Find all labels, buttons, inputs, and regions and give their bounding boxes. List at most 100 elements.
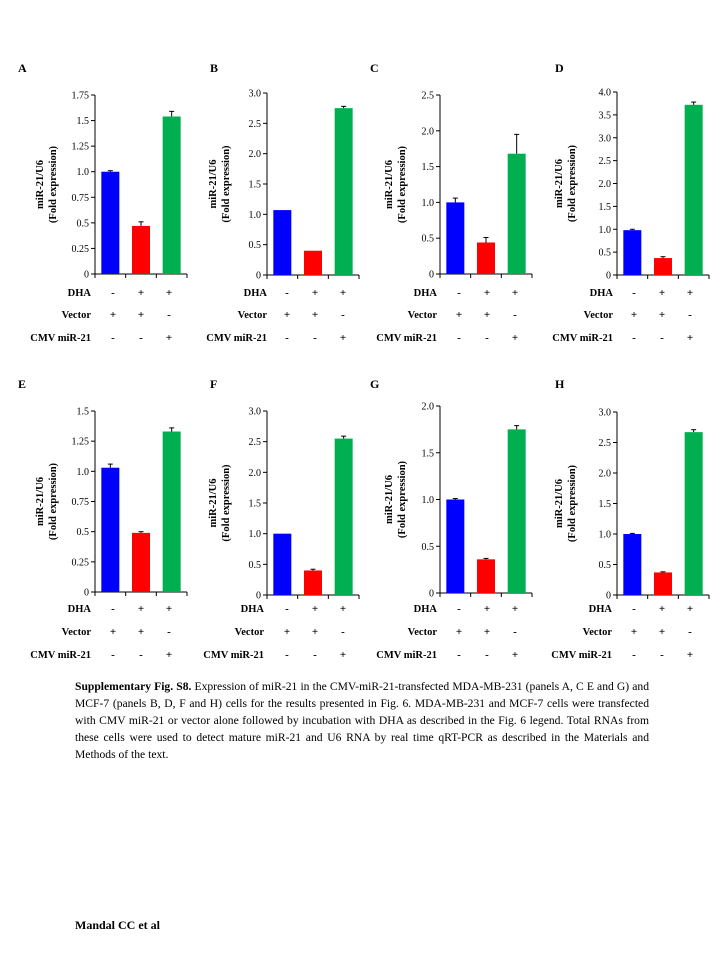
panel-h-row-label: Vector (583, 627, 613, 638)
panel-c-y-tick-label: 0.5 (422, 234, 435, 245)
panel-h-row-mark: - (660, 649, 664, 661)
panel-c-y-tick-label: 1.0 (422, 198, 435, 209)
panel-h-y-tick-label: 1.5 (599, 499, 612, 510)
panel-h-row-mark: + (659, 626, 665, 638)
panel-a-y-tick-label: 0.75 (72, 193, 90, 204)
panel-e-row-label: Vector (62, 627, 92, 638)
panel-b-y-tick-label: 0.5 (249, 240, 262, 251)
panel-f-row-mark: - (341, 626, 345, 638)
panel-c-bar-2 (477, 242, 495, 274)
panel-h-row-mark: - (632, 603, 636, 615)
panel-f-row-mark: - (285, 649, 289, 661)
panel-b-bar-3 (334, 108, 353, 276)
panel-d-bar-2 (654, 258, 672, 275)
panel-g-bar-3 (507, 429, 526, 593)
panel-b-bar-2 (304, 250, 322, 275)
panel-f-y-tick-label: 1.5 (249, 499, 262, 510)
panel-h-y-tick-label: 3.0 (599, 408, 612, 419)
panel-a-bar-1 (101, 171, 120, 274)
panel-c-bar-1 (446, 202, 465, 274)
panel-f-y-tick-label: 1.0 (249, 529, 262, 540)
panel-b-row-mark: - (341, 309, 345, 321)
panel-a-bar-2 (132, 225, 150, 274)
panel-a-y-tick-label: 0 (84, 270, 89, 281)
panel-g-row-label: Vector (408, 627, 438, 638)
panel-b-y-tick-label: 2.5 (249, 119, 262, 130)
panel-e-letter: E (18, 377, 26, 391)
panel-g-y-tick-label: 0 (429, 589, 434, 600)
panel-d-bar-1 (623, 230, 642, 275)
panel-f-y-tick-label: 0.5 (249, 560, 262, 571)
panel-d-row-mark: + (659, 287, 665, 299)
panel-b-y-axis-label-2: (Fold expression) (221, 145, 232, 223)
panel-e-row-mark: - (111, 603, 115, 615)
panel-g-row-mark: - (485, 649, 489, 661)
panel-f-row-mark: + (284, 626, 290, 638)
panel-a-row-mark: + (110, 309, 116, 321)
panel-f-y-tick-label: 2.0 (249, 468, 262, 479)
panel-a-letter: A (18, 61, 27, 75)
panel-e-y-tick-label: 1.5 (77, 407, 90, 418)
panel-c-bar-3 (507, 153, 526, 274)
panel-f-letter: F (210, 377, 217, 391)
panel-d-y-tick-label: 1.5 (599, 202, 612, 213)
panel-c-row-mark: + (512, 287, 518, 299)
panel-g-y-tick-label: 0.5 (422, 542, 435, 553)
panel-h-letter: H (555, 377, 565, 391)
panel-c-row-mark: + (456, 309, 462, 321)
panel-e-row-mark: - (111, 649, 115, 661)
panel-h-row-mark: + (631, 626, 637, 638)
panel-a-row-mark: - (111, 287, 115, 299)
panel-f-bar-2 (304, 570, 322, 595)
panel-h-y-tick-label: 2.0 (599, 469, 612, 480)
panel-e-row-mark: + (166, 649, 172, 661)
panel-f-y-axis-label: miR-21/U6 (208, 479, 219, 528)
panel-a-row-mark: - (167, 309, 171, 321)
panel-d-y-tick-label: 2.5 (599, 156, 612, 167)
panel-b-bar-1 (273, 210, 292, 275)
panel-e-bar-1 (101, 467, 120, 592)
panel-b-row-mark: + (284, 309, 290, 321)
panel-b-row-label: DHA (244, 288, 268, 299)
panel-g-y-tick-label: 2.0 (422, 402, 435, 413)
panel-h: H 0 0.5 1.0 1.5 2.0 2.5 3.0 miR-21/U6 (Fold expre… (551, 377, 710, 661)
panel-f-row-mark: + (340, 649, 346, 661)
panel-c-row-mark: - (457, 332, 461, 344)
panel-b-row-mark: + (312, 309, 318, 321)
panel-c-row-mark: + (484, 287, 490, 299)
panel-e-row-mark: + (138, 626, 144, 638)
panel-g-row-label: CMV miR-21 (376, 650, 437, 661)
panel-d-y-tick-label: 1.0 (599, 225, 612, 236)
panel-g-y-tick-label: 1.5 (422, 448, 435, 459)
panel-e-y-tick-label: 0 (84, 588, 89, 599)
panel-b-row-mark: + (312, 287, 318, 299)
panel-b: B 0 0.5 1.0 1.5 2.0 2.5 3.0 miR-21/U6 (Fold expre… (206, 61, 360, 344)
panel-c-row-mark: - (457, 287, 461, 299)
panel-e-row-mark: - (139, 649, 143, 661)
panel-c: C 0 0.5 1.0 1.5 2.0 2.5 miR-21/U6 (Fold expressi… (370, 61, 533, 344)
panel-c-row-mark: - (513, 309, 517, 321)
panel-e-row-label: DHA (68, 604, 92, 615)
panel-d-y-tick-label: 0.5 (599, 248, 612, 259)
panel-f-row-mark: + (312, 603, 318, 615)
panel-a-y-tick-label: 0.25 (72, 244, 90, 255)
author-line: Mandal CC et al (75, 918, 160, 932)
panel-b-y-axis-label: miR-21/U6 (208, 160, 219, 209)
panel-b-row-mark: + (340, 287, 346, 299)
panel-h-y-tick-label: 2.5 (599, 438, 612, 449)
panel-d-row-mark: + (659, 309, 665, 321)
panel-d-y-tick-label: 2.0 (599, 179, 612, 190)
panel-h-row-mark: + (659, 603, 665, 615)
panel-f-row-mark: - (313, 649, 317, 661)
panel-g-row-mark: - (457, 603, 461, 615)
panel-d-y-axis-label-2: (Fold expression) (567, 144, 578, 222)
panel-a-bar-3 (162, 116, 181, 274)
panel-h-row-mark: + (687, 603, 693, 615)
panel-a-y-axis-label: miR-21/U6 (35, 160, 46, 209)
panel-g-bar-2 (477, 559, 495, 593)
panel-f-y-axis-label-2: (Fold expression) (221, 464, 232, 542)
panel-e: E 0 0.25 0.5 0.75 1.0 1.25 1.5 miR-21/U6 (Fold ex… (18, 377, 188, 661)
panel-h-y-axis-label: miR-21/U6 (554, 479, 565, 528)
panel-h-bar-3 (684, 432, 703, 595)
